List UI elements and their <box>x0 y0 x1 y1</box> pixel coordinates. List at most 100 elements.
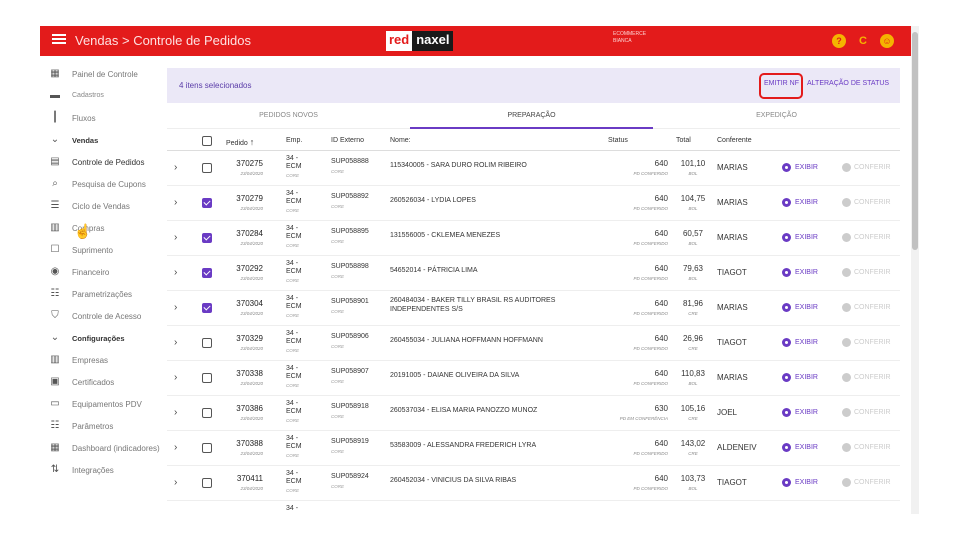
conferir-button[interactable]: CONFERIR <box>842 373 891 382</box>
sidebar-item-suprimento[interactable]: ☐ Suprimento <box>40 240 163 262</box>
row-checkbox[interactable] <box>202 373 212 383</box>
row-checkbox[interactable] <box>202 338 212 348</box>
row-checkbox[interactable] <box>202 268 212 278</box>
sidebar-item-configuracoes[interactable]: ⌄ Configurações <box>40 328 163 350</box>
table-row[interactable]: › 370329 23/04/2020 34 - ECM CORE SUP058906 CO… <box>167 326 900 361</box>
sidebar: ▦ Painel de Controle ▬ Cadastros ┃ Fluxos ⌄ Ven… <box>40 56 163 514</box>
status-label: PD CONFERIDO <box>633 346 668 351</box>
tab-preparacao[interactable]: PREPARAÇÃO <box>410 105 653 129</box>
expand-chevron-icon[interactable]: › <box>174 302 178 313</box>
conferir-button[interactable]: CONFERIR <box>842 198 891 207</box>
conferir-button[interactable]: CONFERIR <box>842 408 891 417</box>
exibir-button[interactable]: EXIBIR <box>782 373 818 382</box>
refresh-icon[interactable]: C <box>859 35 867 47</box>
conferir-button[interactable]: CONFERIR <box>842 163 891 172</box>
sidebar-item-parametrizacoes[interactable]: ☷ Parametrizações <box>40 284 163 306</box>
conferir-button[interactable]: CONFERIR <box>842 338 891 347</box>
sidebar-item-empresas[interactable]: ▥ Empresas <box>40 350 163 372</box>
conferir-button[interactable]: CONFERIR <box>842 268 891 277</box>
expand-chevron-icon[interactable]: › <box>174 372 178 383</box>
sidebar-item-pesquisa-de-cupons[interactable]: ⌕ Pesquisa de Cupons <box>40 174 163 196</box>
row-checkbox[interactable] <box>202 198 212 208</box>
hamburger-menu-icon[interactable] <box>52 32 66 46</box>
sidebar-item-controle-de-acesso[interactable]: ⛉ Controle de Acesso <box>40 306 163 328</box>
status-code: 640 <box>654 159 668 168</box>
store-info[interactable]: ECOMMERCE BIANCA <box>613 31 646 45</box>
sidebar-item-painel-de-controle[interactable]: ▦ Painel de Controle <box>40 64 163 86</box>
sidebar-item-cadastros[interactable]: ▬ Cadastros <box>40 86 163 108</box>
table-row[interactable]: › 370388 23/04/2020 34 - ECM CORE SUP058919 CO… <box>167 431 900 466</box>
expand-chevron-icon[interactable]: › <box>174 337 178 348</box>
table-row[interactable]: › 370304 23/04/2020 34 - ECM CORE SUP058901 CO… <box>167 291 900 326</box>
company-cell: 34 - ECM CORE <box>286 330 308 355</box>
eye-icon <box>782 268 791 277</box>
order-date: 23/04/2020 <box>240 311 263 316</box>
sidebar-item-equipamentos-pdv[interactable]: ▭ Equipamentos PDV <box>40 394 163 416</box>
tab-expedicao[interactable]: EXPEDIÇÃO <box>756 112 797 119</box>
conferir-button[interactable]: CONFERIR <box>842 303 891 312</box>
company-cell: 34 - ECM CORE <box>286 155 308 180</box>
main-content: 4 itens selecionados EMITIR NF ALTERAÇÃO… <box>167 56 912 514</box>
row-checkbox[interactable] <box>202 478 212 488</box>
conferente-name: JOEL <box>717 408 738 417</box>
sidebar-item-dashboard-indicadores[interactable]: ▦ Dashboard (indicadores) <box>40 438 163 460</box>
row-checkbox[interactable] <box>202 163 212 173</box>
expand-chevron-icon[interactable]: › <box>174 162 178 173</box>
search-icon: ⌕ <box>52 178 58 189</box>
row-checkbox[interactable] <box>202 303 212 313</box>
row-checkbox[interactable] <box>202 408 212 418</box>
company-cell: 34 - ECM CORE <box>286 435 308 460</box>
expand-chevron-icon[interactable]: › <box>174 442 178 453</box>
expand-chevron-icon[interactable]: › <box>174 267 178 278</box>
status-label: PD CONFERIDO <box>633 241 668 246</box>
exibir-button[interactable]: EXIBIR <box>782 268 818 277</box>
eye-icon <box>782 303 791 312</box>
row-checkbox[interactable] <box>202 443 212 453</box>
expand-chevron-icon[interactable]: › <box>174 407 178 418</box>
sidebar-item-vendas[interactable]: ⌄ Vendas <box>40 130 163 152</box>
table-row[interactable]: › 370292 23/04/2020 34 - ECM CORE SUP058898 CO… <box>167 256 900 291</box>
sidebar-item-fluxos[interactable]: ┃ Fluxos <box>40 108 163 130</box>
row-checkbox[interactable] <box>202 233 212 243</box>
table-row[interactable]: › 370386 23/04/2020 34 - ECM CORE SUP058918 CO… <box>167 396 900 431</box>
table-row[interactable]: › 370338 23/04/2020 34 - ECM CORE SUP058907 CO… <box>167 361 900 396</box>
conferir-button[interactable]: CONFERIR <box>842 233 891 242</box>
tab-pedidos-novos[interactable]: PEDIDOS NOVOS <box>259 112 318 119</box>
exibir-button[interactable]: EXIBIR <box>782 478 818 487</box>
sidebar-item-certificados[interactable]: ▣ Certificados <box>40 372 163 394</box>
expand-chevron-icon[interactable]: › <box>174 477 178 488</box>
eye-icon <box>782 373 791 382</box>
chevron-down-icon: ⌄ <box>50 134 60 145</box>
sidebar-item-ciclo-de-vendas[interactable]: ☰ Ciclo de Vendas <box>40 196 163 218</box>
exibir-button[interactable]: EXIBIR <box>782 443 818 452</box>
sidebar-item-controle-de-pedidos[interactable]: ▤ Controle de Pedidos <box>40 152 163 174</box>
alteracao-status-button[interactable]: ALTERAÇÃO DE STATUS <box>807 80 890 87</box>
col-pedido[interactable]: Pedido ↑ <box>226 137 254 147</box>
select-all-checkbox[interactable] <box>202 136 212 146</box>
sidebar-item-parametros[interactable]: ☷ Parâmetros <box>40 416 163 438</box>
expand-chevron-icon[interactable]: › <box>174 232 178 243</box>
table-row[interactable]: › 370284 23/04/2020 34 - ECM CORE SUP058895 CO… <box>167 221 900 256</box>
table-row[interactable]: › 370275 23/04/2020 34 - ECM CORE SUP058888 CO… <box>167 151 900 186</box>
exibir-button[interactable]: EXIBIR <box>782 233 818 242</box>
exibir-button[interactable]: EXIBIR <box>782 163 818 172</box>
scrollbar-thumb[interactable] <box>912 32 918 250</box>
exibir-button[interactable]: EXIBIR <box>782 408 818 417</box>
help-icon[interactable]: ? <box>832 34 846 48</box>
page-scrollbar[interactable] <box>911 26 919 514</box>
order-date: 23/04/2020 <box>240 206 263 211</box>
conferir-button[interactable]: CONFERIR <box>842 478 891 487</box>
emitir-nf-button[interactable]: EMITIR NF <box>764 80 799 87</box>
exibir-button[interactable]: EXIBIR <box>782 198 818 207</box>
exibir-button[interactable]: EXIBIR <box>782 338 818 347</box>
user-icon[interactable]: ☺ <box>880 34 894 48</box>
sidebar-item-financeiro[interactable]: ◉ Financeiro <box>40 262 163 284</box>
sidebar-item-integracoes[interactable]: ⇅ Integrações <box>40 460 163 482</box>
exibir-button[interactable]: EXIBIR <box>782 303 818 312</box>
table-row[interactable]: › 370279 23/04/2020 34 - ECM CORE SUP058892 CO… <box>167 186 900 221</box>
conferir-button[interactable]: CONFERIR <box>842 443 891 452</box>
expand-chevron-icon[interactable]: › <box>174 197 178 208</box>
breadcrumb-title[interactable]: Vendas > Controle de Pedidos <box>75 33 251 48</box>
table-row[interactable]: › 370411 23/04/2020 34 - ECM CORE SUP058924 CO… <box>167 466 900 501</box>
sidebar-item-compras[interactable]: ▥ Compras <box>40 218 163 240</box>
